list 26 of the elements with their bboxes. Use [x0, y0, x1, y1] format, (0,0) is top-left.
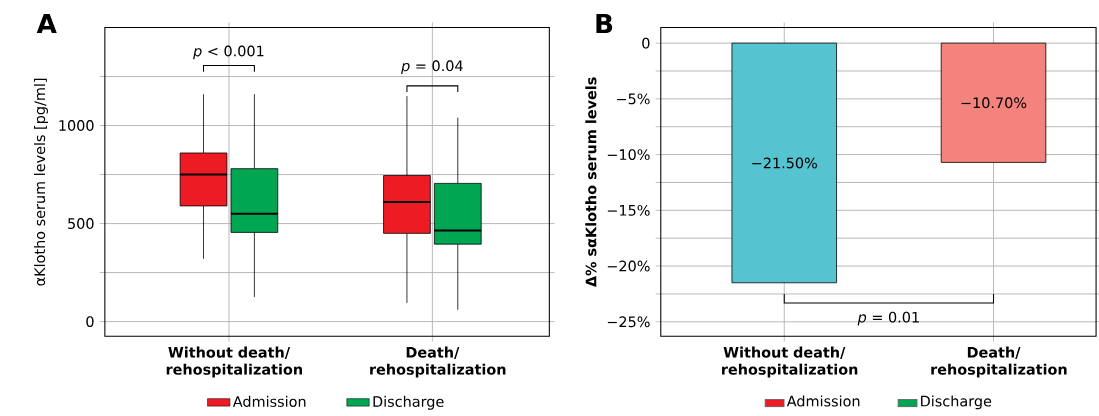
y-tick-label: 0 — [642, 37, 650, 49]
y-tick-label: 1000 — [59, 120, 94, 132]
x-tick-label: Death/ rehospitalization — [931, 346, 1067, 378]
x-tick-label: Without death/ rehospitalization — [166, 346, 302, 378]
chart-title: B — [596, 13, 613, 34]
x-tick-label: Death/ rehospitalization — [370, 346, 506, 378]
legend-label: Admission — [232, 395, 306, 408]
y-tick-label: −25% — [607, 316, 650, 328]
data-label: −21.50% — [752, 157, 817, 169]
y-tick-label: −20% — [607, 260, 650, 272]
chart-title: A — [36, 13, 57, 34]
annotation: p < 0.001 — [193, 45, 264, 60]
y-tick-label: −15% — [607, 204, 650, 216]
text: Admission — [786, 395, 860, 407]
y-tick-label: −10% — [607, 149, 650, 161]
y-tick-label: 500 — [68, 218, 94, 230]
y-axis-title: Δ% sαKlotho serum levels — [585, 77, 597, 288]
text: Discharge — [921, 395, 992, 410]
y-tick-label: 0 — [86, 316, 94, 328]
annotation: p = 0.01 — [857, 311, 919, 326]
data-label: −10.70% — [961, 97, 1027, 109]
y-axis-title: αKlotho serum levels [pg/ml] — [34, 78, 48, 286]
x-tick-label: Without death/ rehospitalization — [722, 346, 858, 378]
annotation: p = 0.04 — [401, 60, 463, 75]
legend-label: Discharge — [373, 395, 444, 410]
y-tick-label: −5% — [617, 93, 650, 105]
